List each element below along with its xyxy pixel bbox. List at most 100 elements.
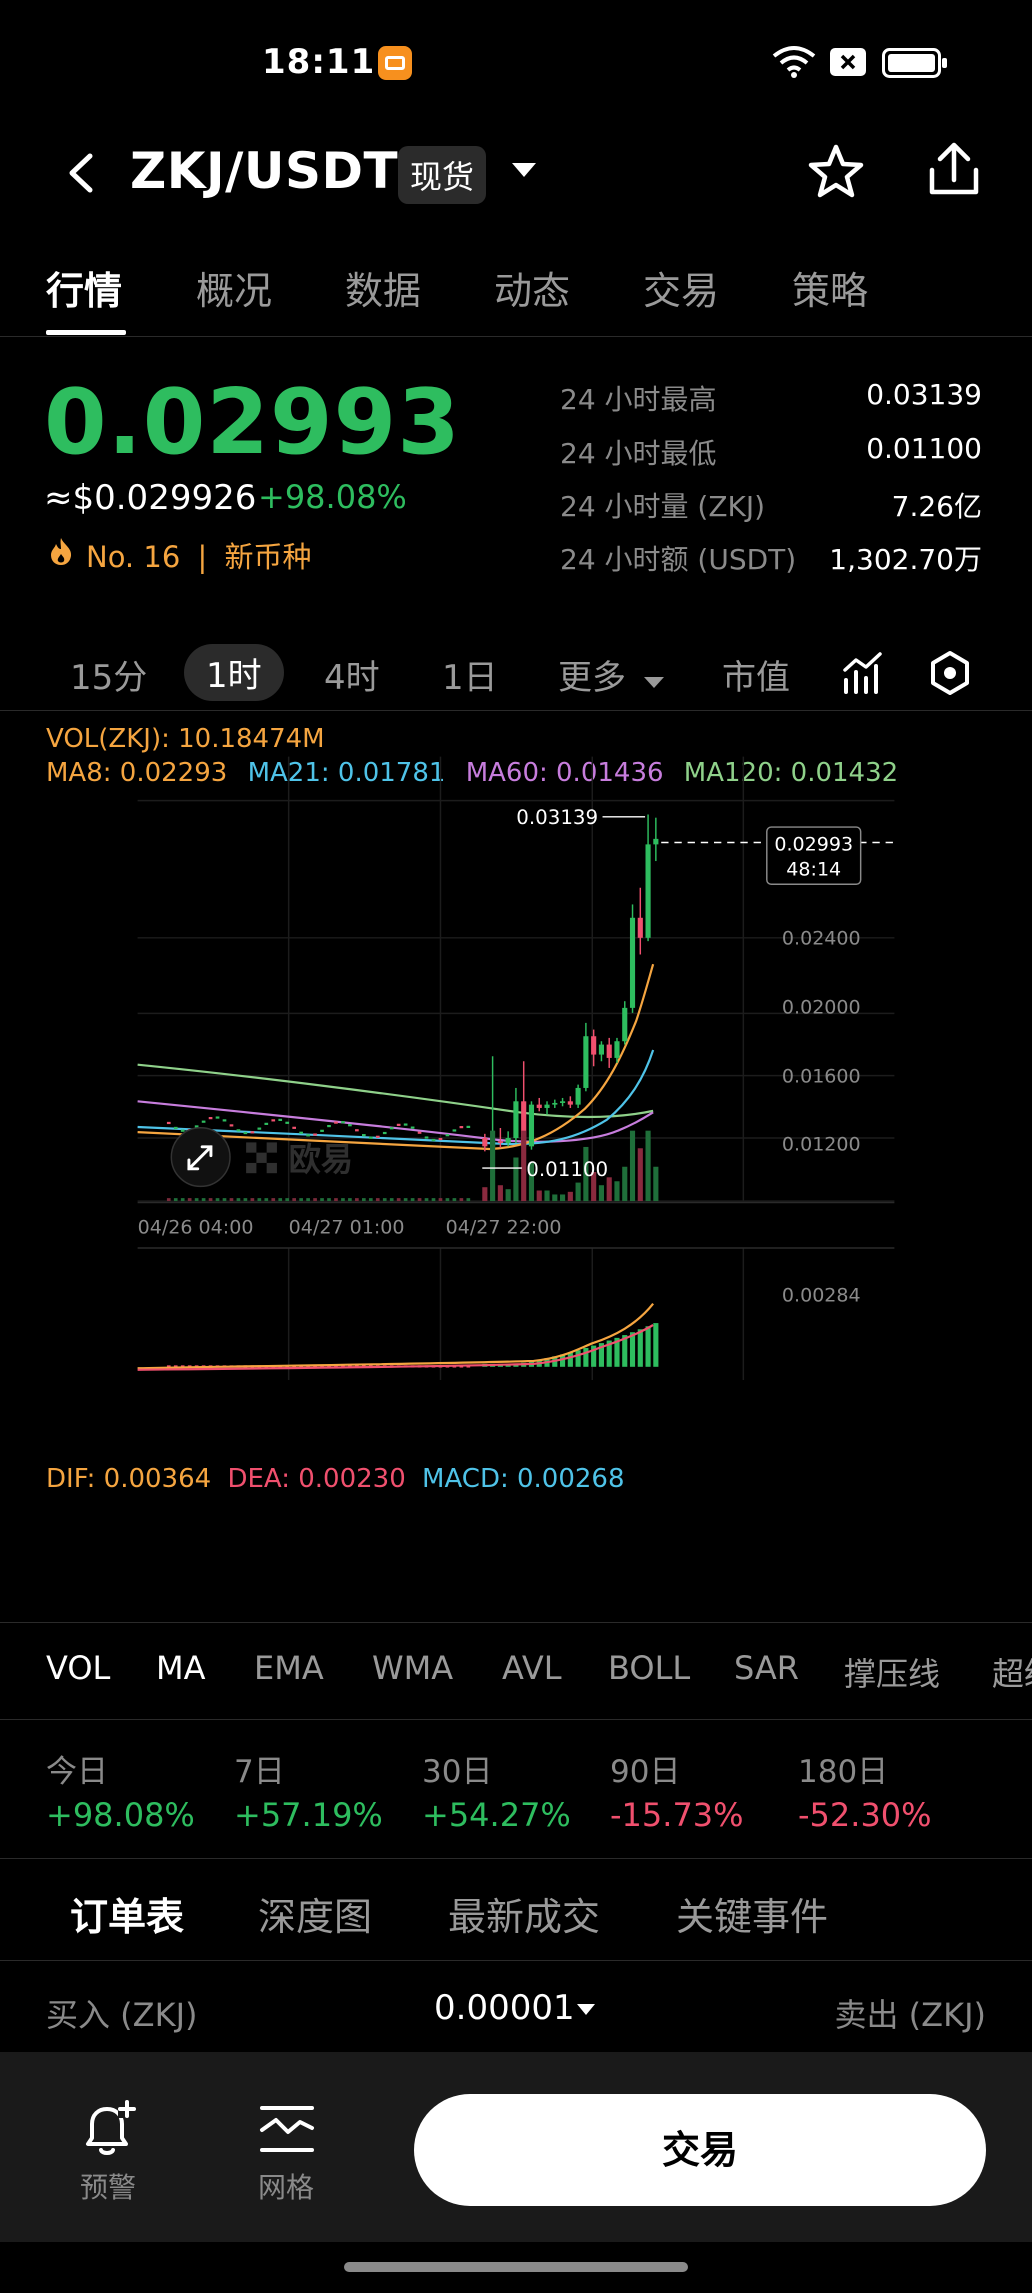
perf-label-30d: 30日 xyxy=(422,1754,493,1790)
tab-key-events[interactable]: 关键事件 xyxy=(676,1895,829,1939)
share-icon[interactable] xyxy=(924,140,984,200)
indicator-super[interactable]: 超级 xyxy=(992,1655,1032,1693)
volume-bar xyxy=(438,1198,443,1202)
volume-bar xyxy=(327,1198,331,1202)
current-price-tag: 0.02993 48:14 xyxy=(766,826,862,885)
candle-body xyxy=(452,1129,457,1132)
volume-bar xyxy=(637,1148,643,1202)
tab-trade[interactable]: 交易 xyxy=(643,269,720,313)
macd-bar xyxy=(598,1343,604,1367)
indicator-sar[interactable]: SAR xyxy=(734,1649,800,1687)
pair-title[interactable]: ZKJ/USDT xyxy=(130,142,399,200)
volume-bar xyxy=(334,1198,338,1202)
candle-body xyxy=(389,1127,394,1130)
tick-size-selector[interactable]: 0.00001 xyxy=(434,1988,575,2028)
volume-bar xyxy=(452,1198,457,1202)
timeframe-market-cap[interactable]: 市值 xyxy=(722,658,790,698)
back-arrow-icon[interactable] xyxy=(58,148,108,198)
ma-lines xyxy=(137,963,655,1151)
candle-body xyxy=(396,1123,401,1126)
macd-bar xyxy=(327,1365,331,1368)
timeframe-more[interactable]: 更多 xyxy=(558,650,665,699)
indicator-support-resistance[interactable]: 撑压线 xyxy=(844,1655,941,1693)
chart-grid xyxy=(137,756,895,1380)
tab-news[interactable]: 动态 xyxy=(494,269,571,313)
expand-icon xyxy=(187,1145,213,1171)
grid-trading-icon[interactable] xyxy=(258,2102,316,2158)
fullscreen-button[interactable] xyxy=(170,1127,231,1188)
alert-label[interactable]: 预警 xyxy=(80,2171,137,2204)
candle-body xyxy=(445,1134,450,1137)
indicator-vol[interactable]: VOL xyxy=(46,1649,111,1687)
stat-value-24h-low: 0.01100 xyxy=(866,432,982,465)
candle-countdown: 48:14 xyxy=(786,858,841,880)
volume-bar xyxy=(424,1198,429,1202)
pair-dropdown-icon[interactable] xyxy=(510,160,538,180)
status-bar: 18:11 xyxy=(0,0,1032,130)
stat-value-24h-volume: 7.26亿 xyxy=(891,490,982,523)
volume-bar xyxy=(552,1194,558,1202)
settings-hexagon-icon[interactable] xyxy=(928,650,972,696)
ma21-line xyxy=(137,1049,655,1146)
indicator-wma[interactable]: WMA xyxy=(372,1649,454,1687)
macd-bar xyxy=(645,1326,651,1367)
volume-bar xyxy=(490,1130,496,1202)
y-axis-labels: 0.02400 0.02000 0.01600 0.01200 xyxy=(782,927,861,1155)
timeframe-1h[interactable]: 1时 xyxy=(184,644,284,701)
rank-tag[interactable]: No. 16 | 新币种 xyxy=(86,534,312,576)
tick-size-dropdown-icon[interactable] xyxy=(576,2002,596,2016)
volume-bar xyxy=(591,1172,597,1202)
timeframe-4h[interactable]: 4时 xyxy=(324,658,380,698)
favorite-star-icon[interactable] xyxy=(806,142,866,202)
volume-bar xyxy=(215,1198,220,1202)
candle-body xyxy=(544,1104,550,1108)
candle-body xyxy=(236,1129,241,1132)
candle-body xyxy=(285,1121,290,1124)
tab-order-book[interactable]: 订单表 xyxy=(70,1895,185,1939)
y-tick-1: 0.02000 xyxy=(782,996,861,1018)
indicator-chart-icon[interactable] xyxy=(842,650,884,694)
tab-depth-chart[interactable]: 深度图 xyxy=(258,1895,373,1939)
high-marker-label: 0.03139 xyxy=(516,806,598,829)
timeframe-1d[interactable]: 1日 xyxy=(442,658,498,698)
main-tabs: 行情 概况 数据 动态 交易 策略 xyxy=(0,250,1032,337)
macd-bar xyxy=(575,1350,581,1367)
ma8-line xyxy=(137,963,655,1151)
candle-body xyxy=(424,1136,429,1139)
tab-data[interactable]: 数据 xyxy=(345,269,422,313)
volume-bar xyxy=(180,1198,185,1202)
macd-bar xyxy=(637,1329,643,1367)
indicator-ma[interactable]: MA xyxy=(156,1649,206,1687)
grid-label[interactable]: 网格 xyxy=(258,2171,315,2204)
new-coin-tag: 新币种 xyxy=(224,540,312,574)
price-alert-bell-icon[interactable] xyxy=(78,2100,136,2158)
volume-bar xyxy=(222,1198,227,1202)
notification-app-icon xyxy=(378,46,412,80)
candle-body xyxy=(215,1116,220,1119)
rank-number: No. 16 xyxy=(86,540,181,574)
battery-icon xyxy=(882,48,947,78)
divider xyxy=(0,1960,1032,1961)
candle-body xyxy=(614,1041,620,1058)
market-type-badge[interactable]: 现货 xyxy=(398,146,487,204)
timeframe-15m[interactable]: 15分 xyxy=(70,658,148,698)
indicator-boll[interactable]: BOLL xyxy=(608,1649,691,1687)
volume-bar xyxy=(264,1198,269,1202)
ma120-value: MA120: 0.01432 xyxy=(683,758,899,788)
kline-chart[interactable]: 欧易 0.02400 0.02000 0.01600 0.01200 04/26… xyxy=(0,720,1032,1380)
indicator-ema[interactable]: EMA xyxy=(254,1649,324,1687)
tab-overview[interactable]: 概况 xyxy=(196,269,273,313)
tab-strategy[interactable]: 策略 xyxy=(792,269,869,313)
trade-button[interactable]: 交易 xyxy=(414,2094,986,2206)
timeframe-bar: 15分 1时 4时 1日 更多 市值 xyxy=(0,640,1032,711)
macd-bar xyxy=(313,1365,317,1368)
candles xyxy=(166,814,659,1155)
candle-body xyxy=(194,1125,199,1128)
perf-value-90d: -15.73% xyxy=(610,1796,744,1834)
tab-market[interactable]: 行情 xyxy=(46,269,123,313)
candle-body xyxy=(306,1134,310,1137)
tab-latest-trades[interactable]: 最新成交 xyxy=(448,1895,601,1939)
indicator-avl[interactable]: AVL xyxy=(502,1649,562,1687)
volume-bar xyxy=(243,1198,248,1202)
candle-body xyxy=(313,1133,317,1136)
